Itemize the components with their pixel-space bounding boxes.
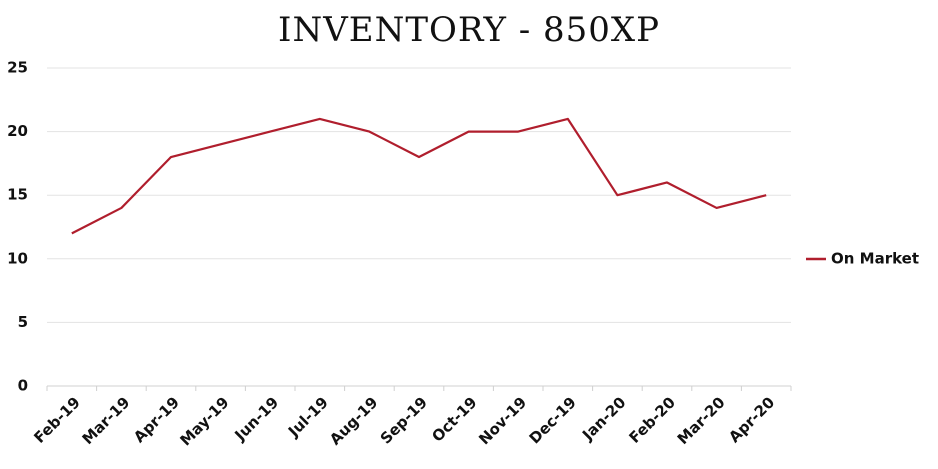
x-tick-label: Mar-19 [79, 393, 134, 448]
x-tick-label: Oct-19 [428, 393, 480, 445]
x-tick-label: Apr-19 [130, 393, 183, 446]
x-tick-label: May-19 [176, 393, 232, 449]
x-tick-label: Feb-19 [30, 393, 83, 446]
y-tick-label: 0 [18, 377, 28, 395]
y-tick-label: 25 [7, 59, 28, 77]
x-tick-label: Jun-19 [231, 393, 283, 445]
chart-title: INVENTORY - 850XP [278, 10, 660, 50]
x-tick-label: Jul-19 [284, 393, 332, 441]
x-tick-label: Dec-19 [526, 393, 580, 447]
y-tick-label: 10 [7, 249, 28, 267]
x-tick-label: Nov-19 [475, 393, 530, 448]
x-tick-label: Mar-20 [674, 393, 729, 448]
legend-label: On Market [831, 250, 919, 268]
y-tick-label: 20 [7, 122, 28, 140]
x-tick-label: Aug-19 [326, 393, 381, 448]
x-tick-label: Jan-20 [578, 393, 629, 444]
y-tick-label: 15 [7, 186, 28, 204]
x-tick-label: Apr-20 [725, 393, 778, 446]
y-tick-label: 5 [18, 313, 28, 331]
x-tick-label: Sep-19 [377, 393, 431, 447]
x-tick-label: Feb-20 [626, 393, 679, 446]
data-line [71, 117, 767, 235]
